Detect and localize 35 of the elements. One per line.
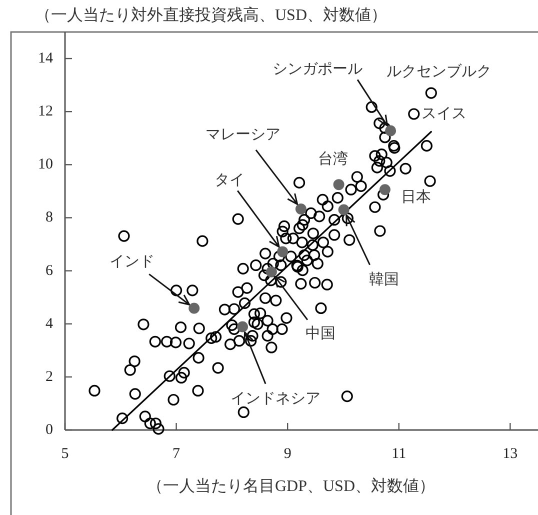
x-tick-label: 11 [392, 446, 406, 462]
annotation: タイ [214, 172, 245, 189]
y-tick-label: 0 [46, 422, 53, 438]
annotation: 日本 [400, 188, 431, 206]
point [295, 203, 306, 214]
annotation: 中国 [305, 324, 336, 342]
annotation: シンガポール [272, 62, 363, 78]
point [333, 179, 344, 190]
y-axis-title: （一人当たり対外直接投資残高、USD、対数値） [35, 6, 388, 24]
point [385, 125, 396, 136]
y-tick-label: 4 [46, 316, 54, 332]
point [277, 246, 288, 258]
annotation: インド [110, 254, 155, 270]
annotation: スイス [421, 106, 466, 122]
annotation: ルクセンブルク [386, 63, 492, 80]
y-tick-label: 14 [38, 50, 54, 67]
point [188, 302, 200, 314]
x-tick-label: 9 [284, 446, 292, 462]
point [338, 204, 350, 216]
annotation: 台湾 [318, 150, 348, 168]
annotation: 韓国 [368, 270, 399, 288]
y-tick-label: 10 [38, 156, 53, 173]
y-tick-label: 12 [38, 104, 53, 120]
point [266, 266, 277, 278]
annotation: インドネシア [230, 390, 321, 407]
x-tick-label: 13 [502, 446, 518, 462]
y-tick-label: 8 [46, 210, 53, 226]
point [237, 321, 248, 332]
point [379, 184, 390, 196]
x-axis-title: （一人当たり名目GDP、USD、対数値） [146, 477, 436, 495]
x-tick-label: 7 [172, 446, 181, 462]
y-tick-label: 6 [46, 262, 54, 279]
x-tick-label: 5 [61, 446, 69, 462]
y-tick-label: 2 [46, 368, 53, 385]
annotation: マレーシア [205, 126, 280, 143]
